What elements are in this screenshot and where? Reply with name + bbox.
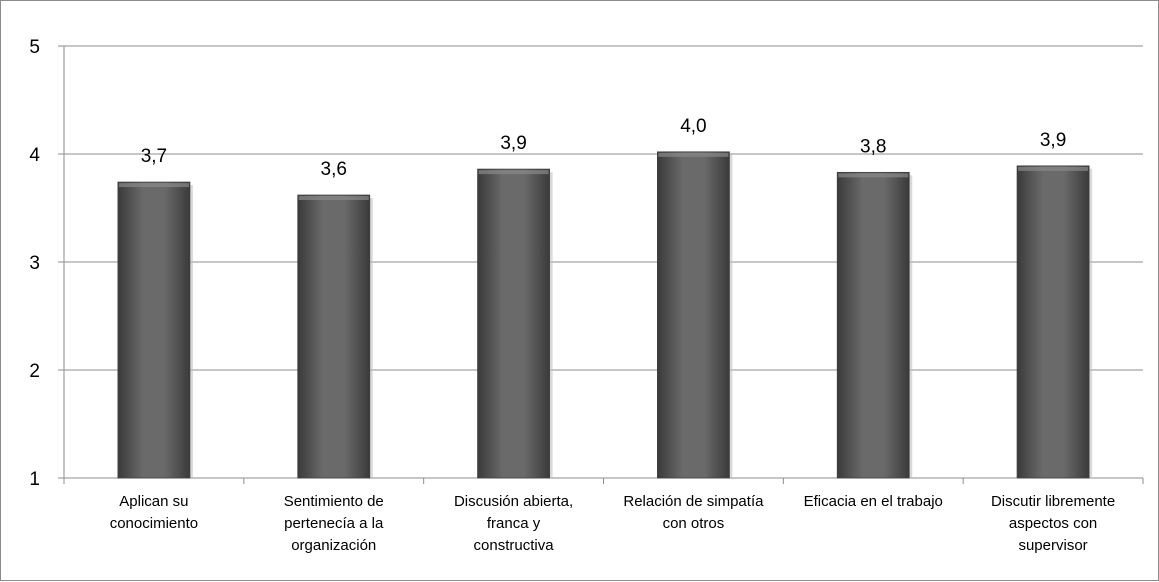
bar-top-bevel [298, 196, 369, 201]
bar-top-bevel [478, 170, 549, 175]
x-category-label: Aplican su conocimiento [110, 493, 198, 532]
y-tick-label: 3 [29, 253, 40, 274]
data-label: 3,9 [500, 133, 526, 154]
data-label: 3,9 [1040, 130, 1066, 151]
bar-top-bevel [1018, 166, 1089, 171]
y-tick-label: 1 [29, 469, 40, 490]
data-label: 4,0 [680, 116, 706, 137]
data-label: 3,8 [860, 136, 886, 157]
x-category-label: Discusión abierta, franca y constructiva [454, 493, 573, 554]
bar [117, 181, 191, 479]
data-label: 3,7 [141, 146, 167, 167]
bar [836, 171, 910, 479]
data-label: 3,6 [321, 159, 347, 180]
x-category-label: Discutir libremente aspectos con superviso… [991, 493, 1115, 554]
gridlines [64, 45, 1143, 479]
y-tick-label: 5 [29, 37, 40, 58]
labels: 1 2 3 4 5 3,7 Aplican su conocimiento 3,6 Sentimi… [29, 37, 1115, 554]
bar [477, 168, 550, 479]
bar-top-bevel [118, 183, 189, 188]
x-category-label: Relación de simpatía con otros [623, 493, 764, 532]
axes [58, 45, 1144, 484]
bar [1016, 165, 1090, 479]
y-tick-label: 2 [29, 361, 40, 382]
x-category-label: Eficacia en el trabajo [804, 493, 943, 510]
x-category-label: Sentimiento de pertenecía a la organizació… [284, 493, 384, 554]
bar [657, 151, 730, 479]
bar-top-bevel [838, 173, 909, 178]
bars [117, 151, 1093, 479]
bar-top-bevel [658, 152, 729, 157]
bar [297, 194, 371, 479]
y-tick-label: 4 [29, 145, 40, 166]
